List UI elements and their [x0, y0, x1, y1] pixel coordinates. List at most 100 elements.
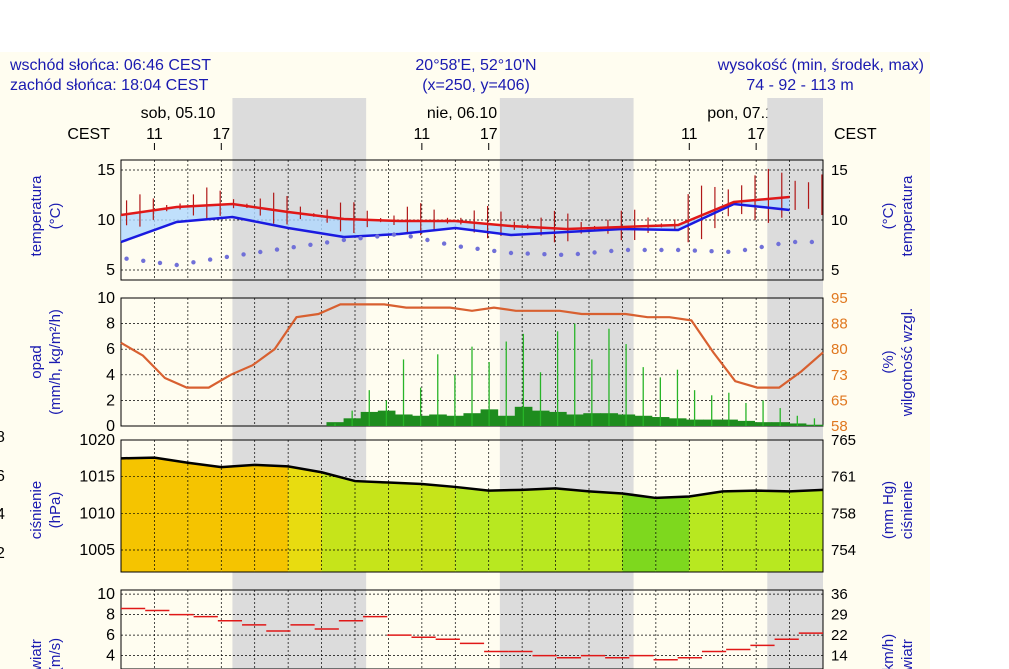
precip-ytick-right: 73 [831, 367, 848, 384]
pressure-fill-segment [655, 496, 690, 572]
press-ylabel-1: ciśnienie [28, 481, 45, 539]
temperature-line [120, 195, 790, 231]
min-temp-dot [391, 232, 397, 237]
min-temp-dot [508, 250, 514, 256]
min-temp-dot [475, 246, 480, 251]
temperature-panel: 15 10 5 15 10 5 [97, 159, 848, 281]
press-ytick-right: 765 [831, 432, 856, 449]
pressure-fill-segment [689, 491, 723, 572]
hour-label: 11 [146, 126, 163, 143]
pressure-fill-segment [154, 457, 188, 572]
night-band-1 [232, 98, 367, 669]
temp-ytick-right: 15 [831, 162, 848, 179]
press-ylabel-right-1: (mm Hg) [880, 481, 897, 539]
hour-label: 11 [681, 126, 698, 143]
pressure-fill-segment [388, 482, 422, 572]
min-temp-dot [358, 236, 363, 241]
pressure-fill-segment [421, 484, 456, 572]
min-temp-dot [692, 248, 698, 253]
press-ytick: 1005 [79, 542, 115, 559]
min-temp-dot [441, 241, 447, 246]
pressure-fill-segment [488, 489, 523, 572]
pressure-fill-segment [789, 489, 823, 572]
min-temp-dot [525, 251, 530, 256]
precip-ytick-right: 80 [831, 341, 848, 358]
wind-ytick-right: 36 [831, 586, 848, 603]
min-temp-dot [592, 250, 597, 255]
precip-ytick-right: 65 [831, 392, 848, 409]
precip-ytick-right: 95 [831, 290, 848, 307]
sunset-text: zachód słońca: 18:04 CEST [10, 77, 209, 94]
elevation-values: 74 - 92 - 113 m [746, 77, 853, 94]
temp-ytick: 10 [97, 212, 115, 229]
min-temp-dot [191, 260, 196, 265]
min-temp-dot [274, 247, 280, 252]
temp-ytick: 5 [106, 262, 115, 279]
wind-ylabel-right-2: wiatr [899, 639, 916, 669]
min-temp-dot [659, 247, 664, 253]
min-temp-dot [742, 247, 748, 253]
min-temp-dot [375, 234, 380, 239]
pressure-fill-segment [555, 488, 589, 572]
min-temp-dot [809, 239, 815, 245]
min-temp-dot [258, 249, 263, 255]
wind-ytick: 10 [97, 586, 115, 603]
night-band-2 [499, 98, 634, 669]
day-label-1: sob, 05.10 [141, 105, 216, 122]
rh-ylabel-2: wilgotność wzgl. [899, 308, 916, 417]
wind-ytick-right: 14 [831, 648, 848, 665]
min-temp-dot [341, 237, 347, 243]
press-ytick-right: 758 [831, 505, 856, 522]
min-temp-dot [141, 258, 146, 263]
min-temp-dot [174, 262, 179, 268]
humidity-line [120, 303, 824, 389]
pressure-fill-segment [321, 472, 355, 572]
press-ytick: 1010 [79, 505, 115, 522]
pressure-fill-segment [221, 464, 255, 572]
pressure-fill-segment [187, 462, 222, 572]
hour-label: 17 [480, 126, 498, 143]
min-temp-dot [726, 249, 731, 254]
wind-ytick: 4 [106, 648, 115, 665]
min-temp-dot [207, 257, 213, 262]
pressure-fill-segment [288, 466, 322, 572]
edge-fragment: 4 [0, 506, 5, 523]
wind-panel: 10 8 6 4 36 29 22 14 [97, 586, 848, 669]
min-temp-dot [542, 252, 547, 257]
min-temp-dot [492, 248, 497, 254]
wind-frame [120, 589, 824, 669]
min-temp-dot [675, 247, 681, 253]
precip-ytick-right: 88 [831, 316, 848, 333]
min-temp-dot [425, 237, 430, 243]
min-temp-dot [792, 239, 798, 245]
press-ytick: 1020 [79, 432, 115, 449]
min-temp-dot [291, 245, 296, 250]
sunrise-text: wschód słońca: 06:46 CEST [9, 57, 211, 74]
pressure-fill-segment [121, 457, 155, 572]
min-temp-dot [776, 241, 781, 247]
dewpoint-line [120, 202, 790, 244]
press-ytick: 1015 [79, 469, 115, 486]
min-temp-dot [558, 252, 564, 257]
min-temp-dot [709, 249, 714, 254]
hour-label: 11 [414, 126, 431, 143]
min-temp-dot [224, 254, 230, 260]
min-temp-dot [642, 247, 647, 253]
temp-ytick-right: 10 [831, 212, 848, 229]
precip-ytick-right: 58 [831, 418, 848, 435]
edge-fragment: 2 [0, 545, 5, 562]
precip-humidity-panel: 10 8 6 4 2 0 95 88 80 73 65 58 [97, 290, 847, 435]
wind-ytick-right: 22 [831, 627, 848, 644]
wind-ylabel-1: wiatr [28, 639, 45, 669]
day-label-3: pon, 07.10 [707, 105, 783, 122]
grid-text: (x=250, y=406) [422, 77, 530, 94]
pressure-fill-segment [455, 486, 489, 572]
tz-left: CEST [67, 126, 110, 143]
pressure-fill-segment [622, 493, 656, 572]
precip-ytick: 10 [97, 290, 115, 307]
temp-ylabel-right-2: temperatura [899, 175, 916, 257]
day-label-2: nie, 06.10 [427, 105, 497, 122]
temp-ylabel-1: temperatura [28, 175, 45, 257]
wind-ytick-right: 29 [831, 607, 848, 624]
